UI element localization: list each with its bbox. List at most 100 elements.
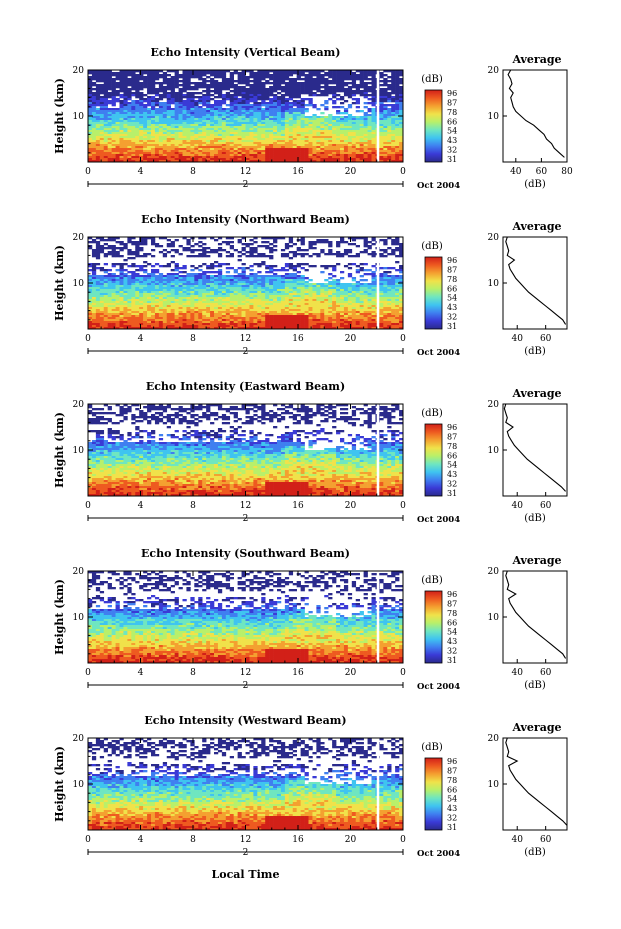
heatmap [88, 738, 404, 831]
average-frame [502, 69, 568, 163]
average-panel: Average 40 60 20 10 (dB) [488, 721, 568, 858]
x-tick-label: 12 [240, 334, 251, 344]
day-marker-label: 2 [243, 180, 249, 190]
average-panel: Average 40 60 20 10 (dB) [488, 387, 568, 524]
avg-y-tick-label: 10 [488, 780, 500, 790]
y-tick-label: 10 [73, 279, 85, 289]
x-tick-label: 0 [85, 501, 91, 511]
colorbar-unit: (dB) [421, 742, 443, 753]
avg-y-tick-label: 20 [488, 66, 500, 76]
colorbar [424, 423, 443, 497]
average-xlabel: (dB) [524, 680, 546, 691]
y-axis-label: Height (km) [53, 78, 66, 154]
x-tick-label: 0 [85, 167, 91, 177]
average-title: Average [511, 53, 561, 66]
x-tick-label: 20 [345, 167, 357, 177]
x-tick-label: 0 [400, 501, 406, 511]
colorbar [424, 89, 443, 163]
colorbar-label: 43 [447, 637, 457, 646]
x-tick-label: 4 [138, 835, 144, 845]
colorbar-label: 96 [447, 423, 457, 432]
avg-x-tick-label: 80 [561, 167, 573, 177]
colorbar-label: 87 [447, 766, 457, 775]
colorbar-label: 54 [447, 795, 457, 804]
y-axis-label: Height (km) [53, 746, 66, 822]
average-xlabel: (dB) [524, 847, 546, 858]
colorbar-unit: (dB) [421, 575, 443, 586]
y-tick-label: 10 [73, 112, 85, 122]
y-tick-label: 20 [73, 400, 85, 410]
average-xlabel: (dB) [524, 513, 546, 524]
day-marker-label: 2 [243, 681, 249, 691]
avg-y-tick-label: 20 [488, 734, 500, 744]
x-tick-label: 0 [400, 167, 406, 177]
x-tick-label: 8 [190, 668, 196, 678]
avg-x-tick-label: 60 [540, 835, 552, 845]
x-tick-label: 16 [292, 167, 304, 177]
avg-y-tick-label: 10 [488, 613, 500, 623]
colorbar-unit: (dB) [421, 74, 443, 85]
avg-y-tick-label: 10 [488, 446, 500, 456]
y-tick-label: 10 [73, 446, 85, 456]
x-tick-label: 4 [138, 167, 144, 177]
x-tick-label: 0 [85, 668, 91, 678]
heatmap [88, 70, 404, 163]
x-tick-label: 8 [190, 835, 196, 845]
panel-title: Echo Intensity (Vertical Beam) [150, 46, 340, 59]
x-tick-label: 8 [190, 167, 196, 177]
average-profile-line [505, 737, 568, 826]
x-tick-label: 16 [292, 501, 304, 511]
avg-x-tick-label: 40 [511, 668, 523, 678]
average-profile-line [507, 69, 565, 158]
colorbar-label: 78 [447, 108, 457, 117]
colorbar-label: 32 [447, 313, 457, 322]
colorbar-label: 43 [447, 804, 457, 813]
x-tick-label: 4 [138, 501, 144, 511]
colorbar-label: 54 [447, 127, 457, 136]
day-marker-label: 2 [243, 848, 249, 858]
colorbar-label: 66 [447, 785, 457, 794]
panel-title: Echo Intensity (Westward Beam) [144, 714, 346, 727]
colorbar-label: 96 [447, 89, 457, 98]
colorbar-label: 54 [447, 294, 457, 303]
colorbar [424, 256, 443, 330]
x-tick-label: 20 [345, 668, 357, 678]
x-tick-label: 8 [190, 501, 196, 511]
x-tick-label: 12 [240, 501, 251, 511]
y-tick-label: 10 [73, 613, 85, 623]
heatmap [88, 237, 404, 330]
colorbar-label: 66 [447, 117, 457, 126]
colorbar-label: 87 [447, 599, 457, 608]
colorbar-label: 31 [447, 155, 457, 164]
avg-x-tick-label: 40 [510, 167, 522, 177]
avg-y-tick-label: 10 [488, 112, 500, 122]
colorbar-label: 96 [447, 256, 457, 265]
colorbar-label: 54 [447, 628, 457, 637]
colorbar-unit: (dB) [421, 241, 443, 252]
y-tick-label: 20 [73, 567, 85, 577]
colorbar-label: 87 [447, 265, 457, 274]
colorbar-label: 54 [447, 461, 457, 470]
x-tick-label: 20 [345, 334, 357, 344]
average-profile-line [505, 570, 567, 659]
x-tick-label: 16 [292, 835, 304, 845]
average-panel: Average 40 60 20 10 (dB) [488, 554, 568, 691]
avg-x-tick-label: 60 [540, 501, 552, 511]
colorbar-label: 43 [447, 303, 457, 312]
avg-x-tick-label: 40 [511, 334, 523, 344]
avg-x-tick-label: 40 [511, 501, 523, 511]
y-tick-label: 20 [73, 734, 85, 744]
x-tick-label: 4 [138, 668, 144, 678]
average-panel: Average 40 60 80 20 10 (dB) [488, 53, 573, 190]
avg-y-tick-label: 20 [488, 400, 500, 410]
x-tick-label: 12 [240, 835, 251, 845]
colorbar-label: 78 [447, 275, 457, 284]
x-tick-label: 12 [240, 668, 251, 678]
x-tick-label: 20 [345, 501, 357, 511]
day-marker-label: 2 [243, 514, 249, 524]
avg-x-tick-label: 60 [536, 167, 548, 177]
average-frame [502, 403, 568, 497]
avg-x-tick-label: 40 [511, 835, 523, 845]
x-tick-label: 16 [292, 668, 304, 678]
